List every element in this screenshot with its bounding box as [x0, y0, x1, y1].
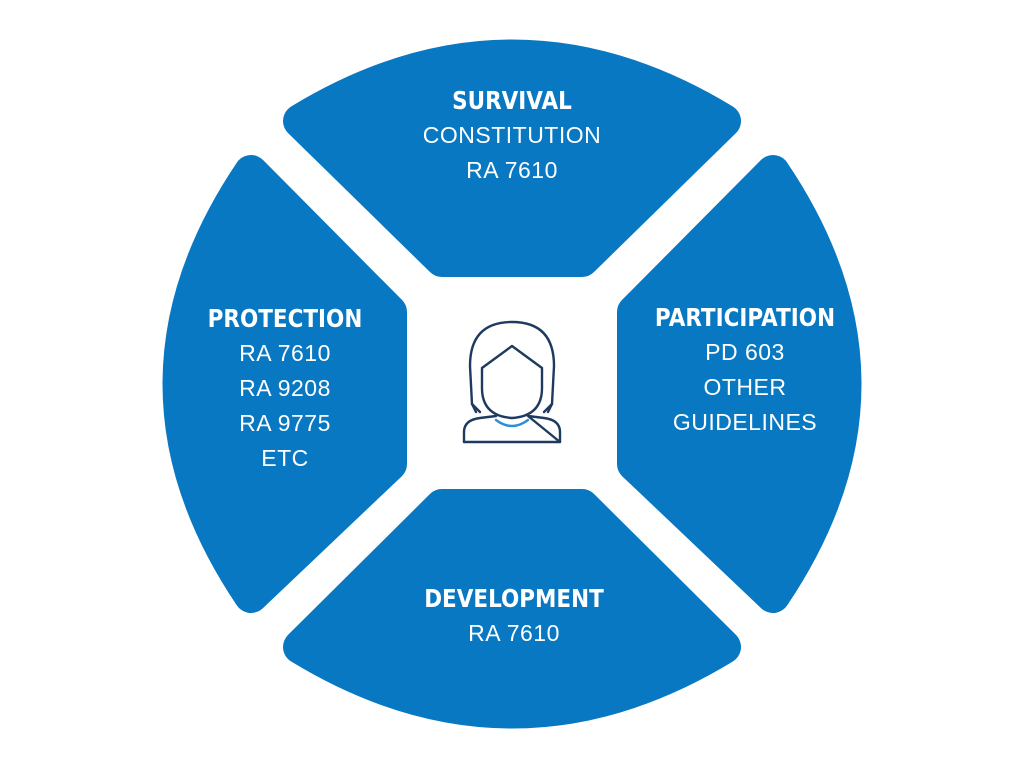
survival-item: RA 7610 [466, 157, 558, 183]
participation-item: GUIDELINES [672, 409, 818, 435]
participation-item: PD 603 [705, 339, 785, 365]
development-item: RA 7610 [468, 620, 560, 646]
protection-title: PROTECTION [207, 304, 363, 333]
protection-item: RA 7610 [239, 340, 331, 366]
segment-survival [283, 39, 741, 277]
segment-participation [617, 155, 862, 613]
participation-item: OTHER [703, 374, 787, 400]
survival-item: CONSTITUTION [422, 122, 602, 148]
survival-label-group: SURVIVAL CONSTITUTION RA 7610 [423, 84, 602, 188]
child-avatar-icon [462, 320, 562, 444]
survival-title: SURVIVAL [452, 86, 572, 115]
segment-development [283, 489, 741, 729]
development-title: DEVELOPMENT [424, 584, 604, 613]
protection-item: ETC [261, 445, 309, 471]
participation-title: PARTICIPATION [654, 303, 836, 332]
protection-item: RA 9775 [239, 410, 331, 436]
development-label-group: DEVELOPMENT RA 7610 [410, 582, 619, 651]
segment-protection [162, 155, 407, 613]
protection-item: RA 9208 [239, 375, 331, 401]
protection-label-group: PROTECTION RA 7610 RA 9208 RA 9775 ETC [195, 302, 375, 476]
participation-label-group: PARTICIPATION PD 603 OTHER GUIDELINES [640, 301, 849, 440]
